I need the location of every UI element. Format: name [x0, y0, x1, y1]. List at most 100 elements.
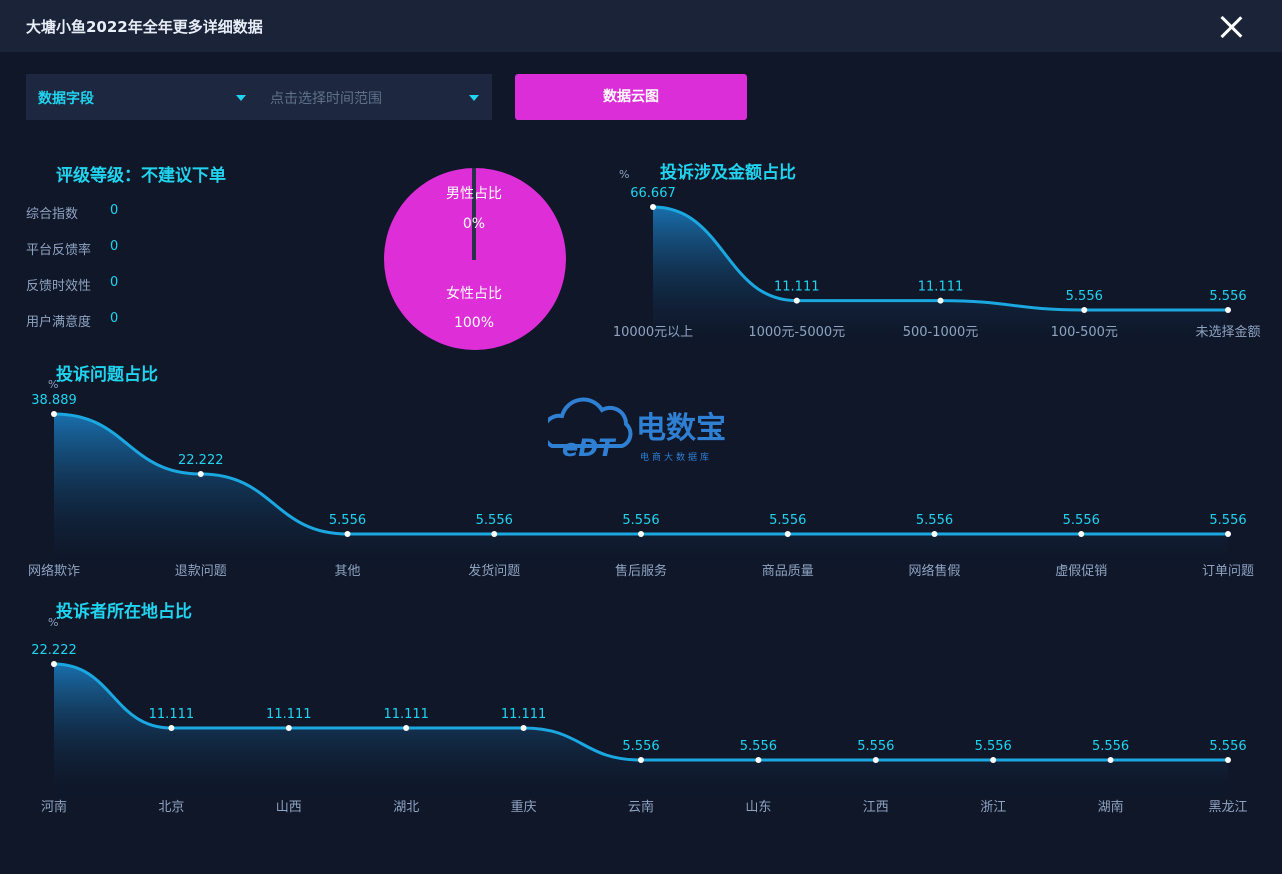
data-label: 5.556 [1066, 289, 1103, 304]
metric-value: 0 [110, 239, 119, 254]
data-label: 11.111 [918, 280, 964, 295]
data-point [990, 757, 997, 763]
watermark-sub: 电商大数据库 [640, 451, 712, 463]
chart-title: 投诉问题占比 [56, 364, 158, 385]
data-point [403, 725, 410, 732]
data-label: 5.556 [975, 739, 1012, 754]
female-value: 100% [453, 315, 495, 331]
data-point [638, 531, 644, 537]
title-bar: 大塘小鱼2022年全年更多详细数据 [0, 0, 1282, 52]
x-tick-label: 重庆 [511, 799, 537, 815]
window-title: 大塘小鱼2022年全年更多详细数据 [26, 18, 263, 36]
data-point [168, 725, 175, 732]
data-point [1225, 307, 1231, 313]
x-tick-label: 售后服务 [615, 563, 667, 579]
data-label: 11.111 [149, 707, 195, 722]
data-point [344, 531, 351, 537]
x-tick-label: 商品质量 [762, 564, 814, 579]
data-point [285, 725, 292, 732]
x-tick-label: 500-1000元 [903, 325, 979, 340]
pie-male-slice [472, 168, 476, 260]
data-point [650, 204, 656, 210]
x-tick-label: 网络欺诈 [28, 563, 80, 579]
x-tick-label: 订单问题 [1202, 564, 1254, 579]
x-tick-label: 北京 [158, 800, 184, 815]
watermark-logo: eDT 电数宝 电商大数据库 [541, 394, 738, 466]
x-tick-label: 湖南 [1098, 799, 1124, 815]
x-tick-label: 其他 [334, 564, 360, 579]
x-tick-label: 退款问题 [175, 564, 227, 579]
data-label: 5.556 [329, 513, 366, 528]
unit-label: % [48, 616, 58, 629]
chart-line [652, 205, 1228, 312]
male-value: 0% [462, 216, 486, 232]
data-label: 11.111 [501, 707, 547, 722]
watermark-text: 电数宝 [636, 411, 726, 446]
data-label: 5.556 [476, 513, 513, 528]
female-label: 女性占比 [446, 286, 502, 302]
data-label: 5.556 [1063, 513, 1100, 528]
field-select[interactable]: 数据字段 [38, 91, 94, 107]
data-point [1078, 531, 1085, 537]
data-label: 5.556 [1209, 289, 1246, 304]
data-point [51, 411, 57, 417]
data-point [1225, 757, 1231, 763]
chart-area [54, 414, 1228, 576]
x-tick-label: 虚假促销 [1055, 564, 1107, 579]
data-label: 5.556 [622, 513, 659, 528]
data-label: 5.556 [622, 739, 659, 754]
time-range-select[interactable]: 点击选择时间范围 [270, 91, 382, 107]
data-label: 38.889 [31, 393, 77, 408]
male-label: 男性占比 [446, 186, 502, 202]
chevron-down-icon[interactable] [469, 95, 479, 101]
watermark-mark: eDT [562, 434, 616, 462]
data-label: 11.111 [266, 707, 312, 722]
data-label: 22.222 [31, 643, 77, 658]
data-label: 5.556 [740, 739, 777, 754]
metric-label: 综合指数 [26, 207, 79, 222]
data-point [937, 297, 944, 304]
data-label: 22.222 [178, 453, 224, 468]
data-point [1081, 307, 1088, 313]
data-point [1107, 757, 1114, 763]
metric-label: 平台反馈率 [26, 243, 92, 258]
chart-area [54, 664, 1228, 802]
rating-title: 评级等级：不建议下单 [56, 166, 226, 186]
data-point [491, 531, 498, 537]
data-cloud-button[interactable]: 数据云图 [515, 74, 747, 120]
x-tick-label: 浙江 [980, 800, 1006, 815]
data-label: 5.556 [769, 513, 806, 528]
metric-value: 0 [110, 203, 119, 218]
chart-title: 投诉涉及金额占比 [660, 162, 796, 183]
x-tick-label: 山东 [745, 800, 771, 815]
data-label: 11.111 [774, 280, 820, 295]
chart-line [53, 662, 1228, 762]
metric-label: 用户满意度 [26, 315, 92, 330]
data-point [1225, 531, 1231, 537]
chart-area [653, 207, 1228, 352]
x-tick-label: 山西 [276, 800, 302, 815]
x-tick-label: 湖北 [393, 800, 419, 815]
metric-value: 0 [110, 275, 119, 290]
chevron-down-icon[interactable] [236, 95, 246, 101]
x-tick-label: 河南 [41, 799, 67, 815]
data-point [51, 661, 57, 667]
data-label: 5.556 [916, 513, 953, 528]
data-label: 5.556 [1209, 513, 1246, 528]
data-point [793, 297, 800, 304]
x-tick-label: 网络售假 [908, 563, 960, 579]
data-label: 5.556 [1092, 739, 1129, 754]
data-point [872, 757, 879, 763]
data-point [638, 757, 644, 763]
chart-line [53, 412, 1228, 536]
unit-label: % [48, 378, 58, 391]
x-tick-label: 1000元-5000元 [748, 325, 845, 340]
data-label: 5.556 [857, 739, 894, 754]
metric-value: 0 [110, 311, 119, 326]
data-point [784, 531, 791, 537]
x-tick-label: 发货问题 [468, 563, 520, 579]
data-label: 5.556 [1209, 739, 1246, 754]
chart-title: 投诉者所在地占比 [56, 601, 192, 622]
metric-label: 反馈时效性 [26, 279, 92, 294]
